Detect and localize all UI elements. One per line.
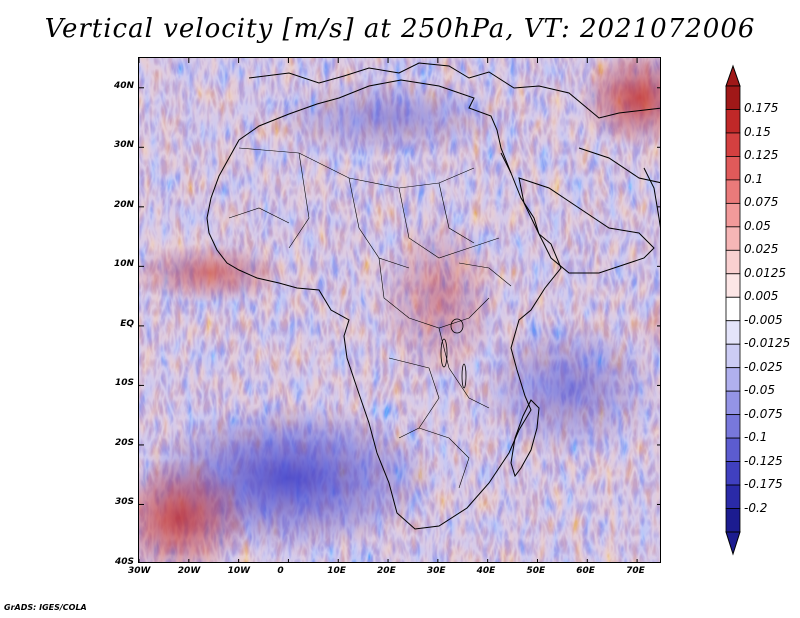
- longitude-label: 40E: [476, 566, 496, 576]
- longitude-label: 50E: [526, 566, 546, 576]
- colorbar-label: -0.0125: [744, 336, 791, 351]
- colorbar-swatch: [725, 202, 741, 228]
- colorbar-swatch: [725, 273, 741, 298]
- latitude-label: 10N: [113, 259, 134, 270]
- map-title: Vertical velocity [m/s] at 250hPa, VT: 2…: [44, 14, 756, 44]
- arabia-coastline: [518, 177, 655, 274]
- colorbar-label: 0.075: [744, 195, 779, 210]
- europe-coastline: [248, 62, 660, 119]
- longitude-label: 30E: [426, 566, 446, 576]
- colorbar-label: -0.05: [744, 383, 776, 398]
- country-borders: [228, 147, 512, 489]
- colorbar-label: -0.075: [744, 406, 783, 421]
- longitude-label: 10W: [227, 566, 251, 576]
- colorbar-label: 0.15: [744, 124, 771, 139]
- colorbar-label: 0.005: [744, 289, 779, 304]
- central-africa-red: [379, 218, 499, 378]
- latitude-label: 20N: [113, 199, 134, 210]
- latitude-label: 30S: [114, 497, 134, 508]
- longitude-label: 60E: [576, 566, 595, 576]
- colorbar-label: 0.05: [744, 218, 771, 233]
- colorbar-bottom-arrow: [725, 531, 741, 556]
- colorbar-swatch: [725, 461, 741, 486]
- colorbar-label: 0.125: [744, 148, 779, 163]
- east-ocean-red: [639, 297, 660, 359]
- longitude-label: 70E: [626, 566, 645, 576]
- northeast-red-region: [579, 58, 660, 148]
- mediterranean-blue: [269, 78, 509, 158]
- indian-ocean-blue: [479, 318, 659, 458]
- longitude-label: 0: [277, 566, 284, 576]
- colorbar: [725, 64, 741, 556]
- india-coast: [643, 167, 660, 229]
- velocity-field-map: [139, 58, 660, 562]
- colorbar-swatch: [725, 367, 741, 392]
- colorbar-label: -0.025: [744, 359, 783, 374]
- colorbar-swatch: [725, 296, 741, 322]
- colorbar-label: -0.2: [744, 500, 768, 515]
- longitude-label: 20W: [177, 566, 201, 576]
- longitude-label: 20E: [377, 566, 396, 576]
- colorbar-swatch: [725, 109, 741, 134]
- colorbar-label: 0.1: [744, 171, 764, 186]
- colorbar-swatch: [725, 414, 741, 439]
- colorbar-swatch: [725, 132, 741, 157]
- map-ticks: [139, 58, 660, 562]
- colorbar-swatch: [725, 249, 741, 275]
- red-sea: [500, 152, 512, 174]
- madagascar-coastline: [510, 399, 540, 478]
- latitude-label: 20S: [114, 437, 134, 448]
- colorbar-swatch: [725, 437, 741, 462]
- colorbar-swatch: [725, 85, 741, 110]
- lakes: [440, 318, 467, 389]
- grads-credit: GrADS: IGES/COLA: [4, 603, 87, 612]
- colorbar-swatch: [725, 390, 741, 416]
- colorbar-label: -0.125: [744, 453, 783, 468]
- colorbar-swatch: [725, 179, 741, 204]
- colorbar-label: -0.1: [744, 430, 768, 445]
- colorbar-swatch: [725, 508, 741, 533]
- longitude-label: 10E: [327, 566, 346, 576]
- latitude-label: 10S: [114, 378, 134, 389]
- colorbar-swatch: [725, 484, 741, 509]
- latitude-label: 40N: [113, 80, 134, 91]
- latitude-label: EQ: [120, 318, 134, 329]
- colorbar-top-arrow: [725, 64, 741, 87]
- coastlines: [206, 62, 660, 530]
- longitude-label: 30W: [128, 566, 151, 576]
- latitude-label: 40S: [114, 557, 134, 567]
- colorbar-label: -0.005: [744, 312, 783, 327]
- colorbar-label: -0.175: [744, 477, 783, 492]
- colorbar-swatch: [725, 226, 741, 251]
- colorbar-swatch: [725, 320, 741, 345]
- colorbar-label: 0.025: [744, 242, 779, 257]
- map-panel: [138, 57, 661, 563]
- colorbar-label: 0.175: [744, 101, 779, 116]
- southwest-red-region: [139, 458, 249, 562]
- colorbar-swatch: [725, 156, 741, 181]
- west-atlantic-red-band: [139, 243, 289, 303]
- latitude-label: 30N: [113, 140, 134, 151]
- colorbar-label: 0.0125: [744, 265, 786, 280]
- colorbar-swatch: [725, 343, 741, 369]
